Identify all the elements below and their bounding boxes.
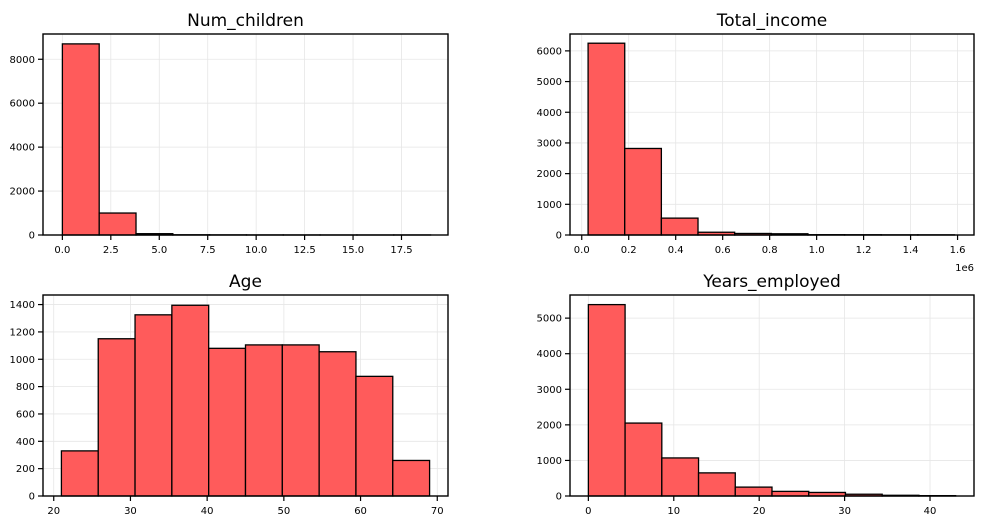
total-income-xtick-label: 0.6 bbox=[715, 245, 731, 256]
num-children-ytick-label: 2000 bbox=[10, 187, 35, 198]
years-employed-ytick-label: 3000 bbox=[537, 385, 562, 396]
years-employed-panel: 0 10 20 30 40 0 1000 2000 3000 4000 5000 Years_empl… bbox=[537, 272, 975, 517]
num-children-xtick-label: 5.0 bbox=[151, 245, 167, 256]
total-income-xtick-label: 1.0 bbox=[809, 245, 825, 256]
num-children-xtick-label: 15.0 bbox=[342, 245, 364, 256]
years-employed-bar bbox=[661, 457, 700, 497]
years-employed-bar bbox=[624, 422, 663, 497]
total-income-ytick-label: 3000 bbox=[537, 138, 562, 149]
years-employed-ytick-label: 0 bbox=[556, 492, 562, 503]
age-ytick-label: 1400 bbox=[10, 300, 35, 311]
years-employed-title: Years_employed bbox=[702, 272, 841, 292]
num-children-ytick-label: 4000 bbox=[10, 143, 35, 154]
num-children-title: Num_children bbox=[187, 11, 304, 31]
years-employed-xtick-label: 20 bbox=[753, 506, 766, 517]
total-income-ytick-label: 6000 bbox=[537, 46, 562, 57]
total-income-panel: 0.0 0.2 0.4 0.6 0.8 1.0 1.2 1.4 1.6 0 1000 2000 3000… bbox=[537, 11, 975, 274]
total-income-ytick-label: 1000 bbox=[537, 200, 562, 211]
num-children-xtick-label: 2.5 bbox=[103, 245, 119, 256]
years-employed-axes-frame bbox=[569, 294, 975, 497]
total-income-title: Total_income bbox=[716, 11, 827, 31]
age-ytick-label: 0 bbox=[29, 492, 35, 503]
years-employed-ytick-label: 2000 bbox=[537, 420, 562, 431]
num-children-bar bbox=[61, 43, 100, 236]
total-income-ytick-label: 0 bbox=[556, 231, 562, 242]
num-children-ytick-label: 8000 bbox=[10, 55, 35, 66]
age-bar bbox=[355, 375, 394, 497]
total-income-ytick-label: 2000 bbox=[537, 169, 562, 180]
age-bar bbox=[318, 351, 357, 497]
age-bar bbox=[244, 344, 283, 497]
years-employed-xtick-label: 10 bbox=[667, 506, 680, 517]
age-axes-frame bbox=[42, 294, 449, 497]
age-bar bbox=[60, 450, 99, 497]
age-ytick-label: 1000 bbox=[10, 355, 35, 366]
total-income-xtick-label: 0.4 bbox=[668, 245, 684, 256]
age-title: Age bbox=[229, 272, 262, 292]
total-income-xtick-label: 1.2 bbox=[856, 245, 872, 256]
num-children-xtick-label: 7.5 bbox=[200, 245, 216, 256]
age-bar bbox=[97, 338, 136, 497]
age-ytick-label: 400 bbox=[16, 437, 35, 448]
age-xtick-label: 20 bbox=[47, 506, 60, 517]
num-children-xtick-label: 10.0 bbox=[245, 245, 267, 256]
age-bar bbox=[392, 459, 431, 497]
total-income-xtick-label: 0.2 bbox=[621, 245, 637, 256]
years-employed-xtick-label: 0 bbox=[585, 506, 591, 517]
num-children-xtick-label: 0.0 bbox=[54, 245, 70, 256]
age-bar bbox=[281, 344, 320, 497]
age-xtick-label: 30 bbox=[124, 506, 137, 517]
years-employed-xtick-label: 40 bbox=[924, 506, 937, 517]
years-employed-bar bbox=[734, 486, 773, 497]
total-income-xtick-label: 0.0 bbox=[574, 245, 590, 256]
total-income-ytick-label: 5000 bbox=[537, 77, 562, 88]
years-employed-bar bbox=[697, 472, 736, 497]
total-income-xtick-label: 0.8 bbox=[762, 245, 778, 256]
num-children-ytick-label: 6000 bbox=[10, 99, 35, 110]
age-xtick-label: 70 bbox=[431, 506, 444, 517]
years-employed-ytick-label: 4000 bbox=[537, 349, 562, 360]
total-income-ytick-label: 4000 bbox=[537, 108, 562, 119]
num-children-ytick-label: 0 bbox=[29, 231, 35, 242]
num-children-panel: 0.0 2.5 5.0 7.5 10.0 12.5 15.0 17.5 0 2000 4000 600… bbox=[10, 11, 449, 256]
years-employed-bar bbox=[587, 303, 626, 497]
age-ytick-label: 200 bbox=[16, 464, 35, 475]
age-xtick-label: 50 bbox=[277, 506, 290, 517]
age-bar bbox=[171, 304, 210, 497]
age-ytick-label: 800 bbox=[16, 382, 35, 393]
num-children-xtick-label: 17.5 bbox=[390, 245, 412, 256]
age-bar bbox=[208, 347, 247, 497]
total-income-bar bbox=[660, 217, 699, 236]
total-income-bar bbox=[624, 147, 663, 236]
age-xtick-label: 60 bbox=[354, 506, 367, 517]
num-children-bar bbox=[98, 212, 137, 236]
age-panel: 20 30 40 50 60 70 0 200 400 600 800 1000 1200 1400 Age bbox=[10, 272, 449, 517]
years-employed-ytick-label: 5000 bbox=[537, 314, 562, 325]
total-income-axes-frame bbox=[569, 33, 975, 236]
total-income-xtick-label: 1.6 bbox=[950, 245, 966, 256]
total-income-bar bbox=[587, 42, 626, 236]
years-employed-xtick-label: 30 bbox=[838, 506, 851, 517]
age-ytick-label: 1200 bbox=[10, 327, 35, 338]
total-income-xtick-label: 1.4 bbox=[903, 245, 919, 256]
num-children-xtick-label: 12.5 bbox=[293, 245, 315, 256]
num-children-axes-frame bbox=[42, 33, 449, 236]
age-bar bbox=[134, 314, 173, 497]
age-ytick-label: 600 bbox=[16, 409, 35, 420]
age-xtick-label: 40 bbox=[201, 506, 214, 517]
years-employed-ytick-label: 1000 bbox=[537, 456, 562, 467]
total-income-offset-label: 1e6 bbox=[955, 263, 974, 274]
